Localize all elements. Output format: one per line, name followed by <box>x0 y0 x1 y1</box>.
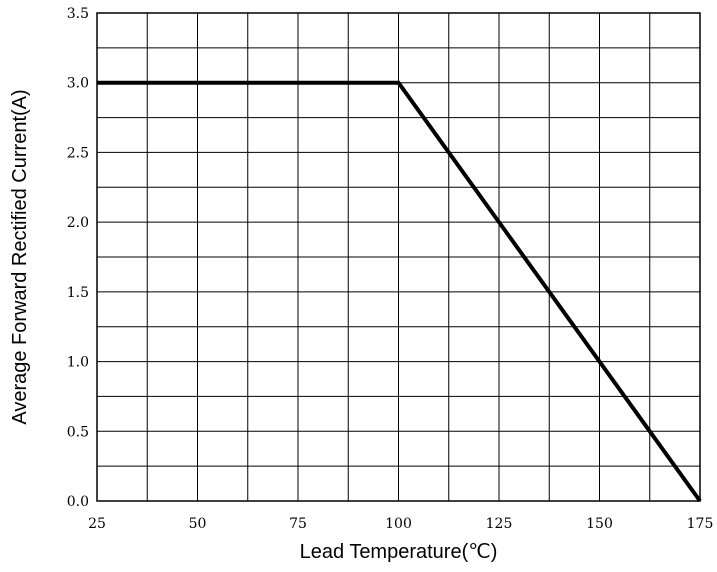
series-line <box>97 80 702 503</box>
x-axis-label: Lead Temperature(℃) <box>300 541 498 563</box>
y-tick-label: 1.0 <box>67 355 89 371</box>
x-tick-label: 150 <box>586 516 613 532</box>
x-tick-label: 125 <box>486 516 513 532</box>
y-axis-label: Average Forward Rectified Current(A) <box>9 89 31 424</box>
x-tick-label: 175 <box>687 516 714 532</box>
y-tick-label: 0.5 <box>67 424 89 440</box>
x-tick-label: 50 <box>189 516 207 532</box>
x-tick-label: 75 <box>289 516 307 532</box>
plot-frame <box>96 12 701 502</box>
x-tick-label: 100 <box>385 516 412 532</box>
series-group <box>97 80 702 503</box>
x-tick-label: 25 <box>88 516 106 532</box>
y-tick-label: 1.5 <box>67 285 89 301</box>
y-tick-label: 2.5 <box>67 145 89 161</box>
chart-grid <box>97 13 700 501</box>
y-tick-label: 3.5 <box>67 6 89 22</box>
y-tick-label: 3.0 <box>67 76 89 92</box>
x-tick-labels: 25 50 75 100 125 150 175 <box>88 516 713 532</box>
y-tick-label: 2.0 <box>67 215 89 231</box>
y-tick-labels: 0.0 0.5 1.0 1.5 2.0 2.5 3.0 3.5 <box>67 6 89 510</box>
y-tick-label: 0.0 <box>67 494 89 510</box>
